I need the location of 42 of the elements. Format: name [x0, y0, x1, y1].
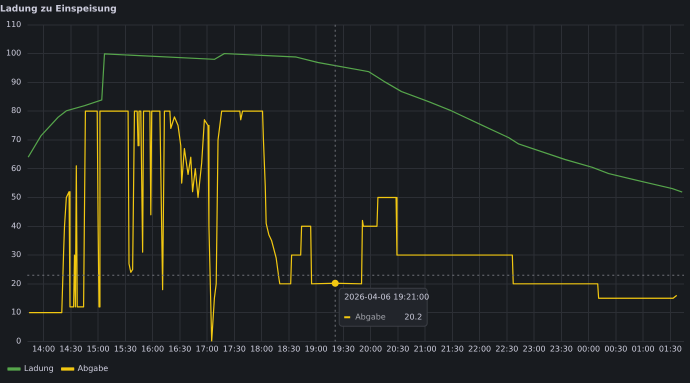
x-tick-label: 21:00 [414, 344, 437, 354]
annotation: 20.2 [404, 312, 422, 322]
y-tick-label: 30 [11, 250, 22, 260]
x-tick-label: 16:30 [168, 344, 192, 354]
y-tick-label: 10 [11, 308, 22, 317]
x-tick-label: 01:00 [632, 344, 655, 354]
chart-title: Ladung zu Einspeisung [0, 4, 117, 15]
x-tick-label: 15:00 [86, 344, 110, 354]
x-tick-label: 22:00 [468, 344, 492, 354]
x-tick-label: 18:00 [250, 344, 274, 354]
x-tick-label: 22:30 [495, 344, 518, 354]
x-tick-label: 20:30 [386, 344, 410, 354]
y-tick-label: 110 [6, 20, 22, 29]
x-tick-label: 00:30 [604, 344, 628, 354]
y-tick-label: 50 [11, 192, 22, 202]
x-tick-label: 14:30 [59, 344, 82, 354]
x-tick-label: 23:30 [550, 344, 573, 354]
x-tick-label: 18:30 [277, 344, 300, 354]
x-tick-label: 23:00 [522, 344, 546, 354]
legend-label: Abgabe [355, 312, 386, 322]
y-tick-label: 40 [11, 221, 22, 230]
x-tick-label: 01:30 [658, 344, 682, 354]
text: Abgabe [78, 364, 108, 374]
y-tick-label: 80 [11, 106, 22, 116]
x-tick-label: 20:00 [359, 344, 382, 354]
y-tick-label: 100 [6, 48, 22, 58]
y-tick-label: 90 [11, 77, 22, 86]
x-tick-label: 17:00 [196, 344, 219, 354]
x-tick-label: 19:30 [332, 344, 355, 354]
x-tick-label: 21:30 [440, 344, 464, 354]
x-tick-label: 16:00 [141, 344, 164, 354]
y-tick-label: 0 [16, 336, 22, 346]
x-tick-label: 15:30 [114, 344, 137, 354]
legend-label: Ladung [24, 364, 54, 374]
x-tick-label: 19:00 [304, 344, 328, 354]
x-tick-label: 14:00 [32, 344, 56, 354]
x-tick-label: 00:00 [577, 344, 600, 354]
y-tick-label: 20 [11, 278, 22, 288]
annotation: 2026-04-06 19:21:00 [344, 292, 430, 302]
y-tick-label: 60 [11, 164, 22, 173]
x-tick-label: 17:30 [222, 344, 246, 354]
y-tick-label: 70 [11, 135, 22, 144]
